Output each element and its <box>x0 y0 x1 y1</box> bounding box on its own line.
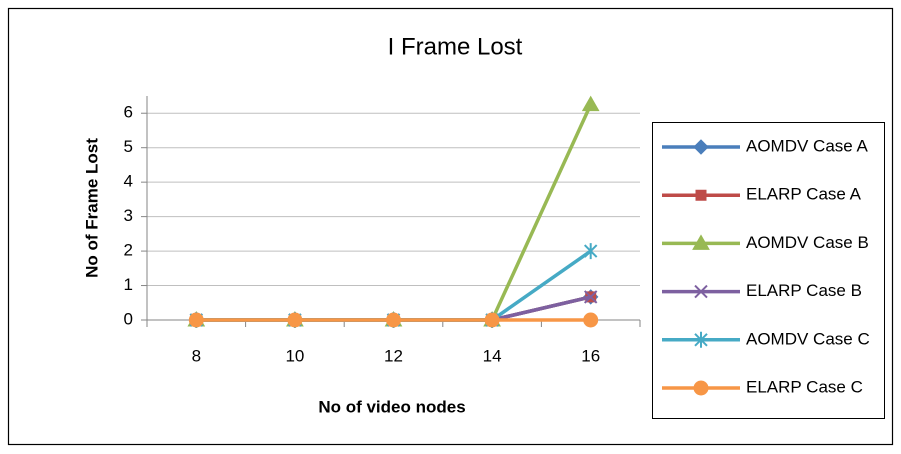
legend-marker <box>694 331 708 348</box>
legend-marker <box>695 189 707 201</box>
legend-label: ELARP Case A <box>746 185 862 204</box>
x-tick-label: 10 <box>285 346 304 365</box>
y-tick-label: 5 <box>124 137 133 156</box>
marker <box>583 290 598 304</box>
legend-box <box>652 122 885 419</box>
chart-title: I Frame Lost <box>388 33 523 60</box>
marker <box>484 312 500 328</box>
legend-label: ELARP Case B <box>746 281 862 300</box>
x-tick-label: 14 <box>483 346 502 365</box>
y-tick-label: 3 <box>124 206 133 225</box>
x-tick-label: 8 <box>192 346 201 365</box>
marker <box>188 312 204 328</box>
legend-marker <box>694 284 708 299</box>
marker <box>287 312 303 328</box>
marker <box>583 312 599 328</box>
marker <box>583 243 598 260</box>
x-tick-label: 12 <box>384 346 403 365</box>
y-tick-label: 2 <box>124 241 133 260</box>
legend-label: AOMDV Case C <box>746 329 870 348</box>
marker <box>581 95 600 112</box>
y-tick-label: 4 <box>124 172 133 191</box>
y-tick-label: 6 <box>124 103 133 122</box>
y-tick-label: 0 <box>124 309 133 328</box>
y-tick-label: 1 <box>124 275 133 294</box>
legend-marker <box>693 139 709 155</box>
marker <box>386 312 401 328</box>
legend-marker <box>693 380 709 396</box>
legend-label: AOMDV Case A <box>746 136 869 155</box>
x-tick-label: 16 <box>581 346 600 365</box>
x-axis-title: No of video nodes <box>318 397 465 416</box>
legend-label: ELARP Case C <box>746 377 863 396</box>
legend-label: AOMDV Case B <box>746 233 869 252</box>
legend-marker <box>692 234 710 250</box>
y-axis-title: No of Frame Lost <box>82 138 101 278</box>
